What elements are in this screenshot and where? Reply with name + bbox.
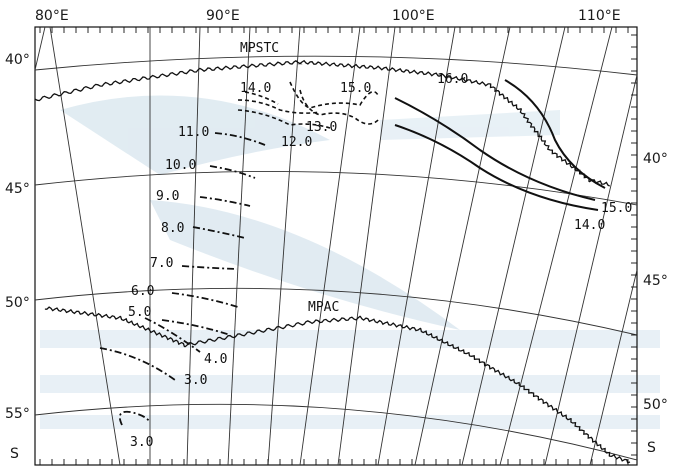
isotherm-label-8: 8.0 xyxy=(161,221,184,236)
isotherm-label-15-right: 15.0 xyxy=(601,201,632,216)
lat-right-50: 50° xyxy=(643,397,668,413)
isotherm-label-11: 11.0 xyxy=(178,125,209,140)
lat-left-s: S xyxy=(10,446,19,462)
isotherm-label-4: 4.0 xyxy=(204,352,227,367)
isotherm-label-14-right: 14.0 xyxy=(574,218,605,233)
front-line-mpac xyxy=(44,306,631,464)
isotherm-label-12: 12.0 xyxy=(281,135,312,150)
isotherm-label-5: 5.0 xyxy=(128,305,151,320)
isotherm-label-10: 10.0 xyxy=(165,158,196,173)
isotherm-label-7: 7.0 xyxy=(150,256,173,271)
isotherm-label-13: 13.0 xyxy=(306,120,337,135)
front-label-mpstc: MPSTC xyxy=(240,41,279,56)
lon-label-100e: 100°E xyxy=(392,8,435,24)
front-line-mpstc xyxy=(34,59,611,187)
background-watermark xyxy=(40,95,660,429)
lat-left-50: 50° xyxy=(5,295,30,311)
isotherms-dashed xyxy=(237,81,381,129)
isotherm-label-15-upper: 15.0 xyxy=(340,81,371,96)
lat-left-40: 40° xyxy=(5,52,30,68)
lon-label-90e: 90°E xyxy=(206,8,240,24)
lat-right-s: S xyxy=(647,440,656,456)
lat-left-55: 55° xyxy=(5,406,30,422)
lon-label-80e: 80°E xyxy=(35,8,69,24)
lat-right-40: 40° xyxy=(643,151,668,167)
isotherm-label-3-lower: 3.0 xyxy=(130,435,153,450)
front-label-mpac: MPAC xyxy=(308,300,339,315)
edge-ticks xyxy=(39,27,637,465)
isotherm-label-9: 9.0 xyxy=(156,189,179,204)
lat-left-45: 45° xyxy=(5,181,30,197)
isotherm-label-3-middle: 3.0 xyxy=(184,373,207,388)
isotherm-label-14-upper: 14.0 xyxy=(240,81,271,96)
isotherms-dashdot xyxy=(99,132,266,426)
isotherms-solid xyxy=(394,79,606,211)
lon-label-110e: 110°E xyxy=(578,8,621,24)
map-frame xyxy=(34,26,638,466)
graticule xyxy=(34,26,638,466)
isotherm-label-6: 6.0 xyxy=(131,284,154,299)
lat-right-45: 45° xyxy=(643,273,668,289)
isotherm-label-16: 16.0 xyxy=(437,72,468,87)
